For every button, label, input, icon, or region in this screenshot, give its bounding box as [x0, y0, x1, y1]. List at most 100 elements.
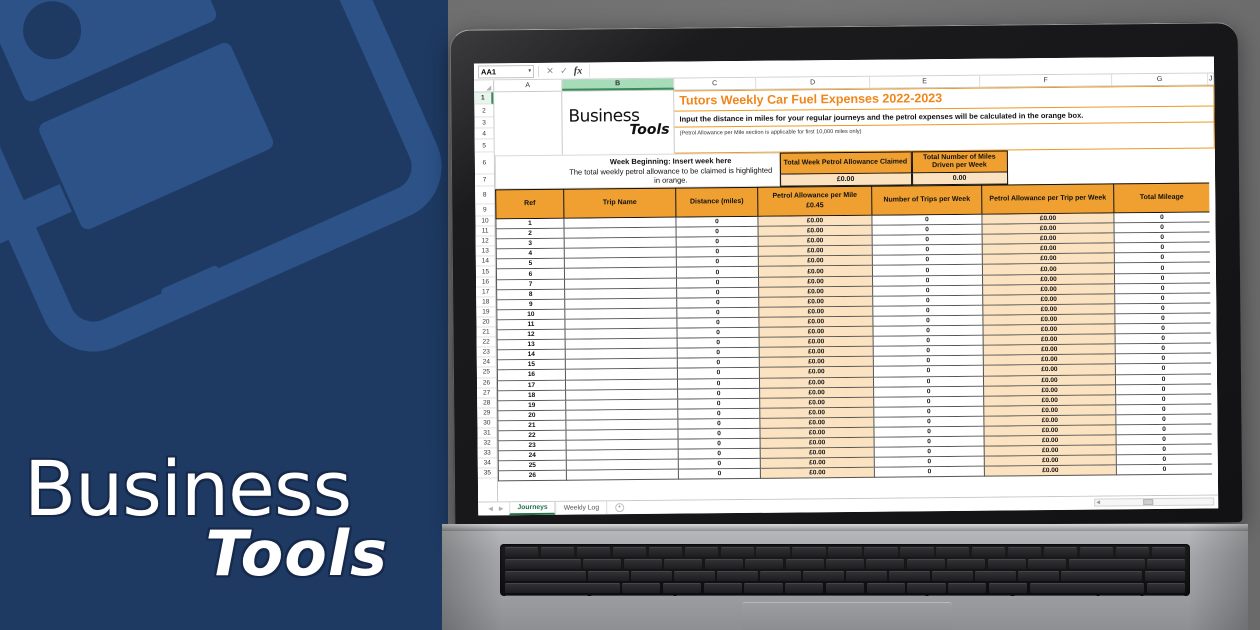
row-header-16[interactable]: 16	[475, 276, 496, 288]
row-header-35[interactable]: 35	[477, 468, 497, 479]
row-header-7[interactable]: 7	[475, 174, 495, 187]
row-header-27[interactable]: 27	[477, 387, 497, 399]
row-header-11[interactable]: 11	[475, 226, 495, 237]
cell-J-10[interactable]	[1210, 303, 1216, 313]
cancel-icon[interactable]: ✕	[546, 65, 554, 76]
cell-ref-6[interactable]: 6	[495, 269, 565, 280]
cell-J-24[interactable]	[1212, 445, 1218, 455]
row-header-19[interactable]: 19	[476, 307, 496, 318]
cell-ref-2[interactable]: 2	[495, 228, 564, 240]
row-header-10[interactable]: 10	[475, 216, 495, 227]
cell-ref-9[interactable]: 9	[496, 299, 565, 311]
row-header-28[interactable]: 28	[477, 398, 497, 409]
cell-J-6[interactable]	[1210, 263, 1216, 273]
confirm-icon[interactable]: ✓	[560, 65, 568, 76]
cell-ref-5[interactable]: 5	[495, 259, 564, 270]
row-header-32[interactable]: 32	[477, 438, 497, 449]
select-all-corner[interactable]	[474, 80, 495, 92]
row-header-6[interactable]: 6	[474, 152, 495, 175]
cell-J-7[interactable]	[1210, 273, 1216, 283]
row-header-31[interactable]: 31	[477, 428, 497, 439]
summary-total-miles-value[interactable]: 0.00	[911, 172, 1008, 186]
row-header-18[interactable]: 18	[476, 297, 496, 308]
row-header-17[interactable]: 17	[476, 287, 496, 298]
cell-J-18[interactable]	[1211, 384, 1217, 394]
cell-total-mileage-26[interactable]: 0	[1115, 464, 1212, 476]
cell-ref-13[interactable]: 13	[496, 339, 565, 351]
cell-J-17[interactable]	[1211, 374, 1217, 384]
cell-ref-17[interactable]: 17	[496, 380, 566, 391]
cell-A1-blank[interactable]	[494, 91, 563, 156]
row-header-26[interactable]: 26	[476, 377, 497, 389]
insert-function-icon[interactable]: fx	[573, 65, 583, 77]
row-header-4[interactable]: 4	[474, 128, 494, 140]
row-header-5[interactable]: 5	[474, 139, 494, 153]
cell-J-22[interactable]	[1211, 424, 1217, 434]
cell-ref-3[interactable]: 3	[495, 238, 564, 250]
cell-ref-19[interactable]: 19	[497, 400, 566, 412]
column-header-G[interactable]: G	[1112, 73, 1209, 86]
row-header-22[interactable]: 22	[476, 337, 496, 348]
column-header-D[interactable]: D	[756, 76, 871, 89]
cell-ref-1[interactable]: 1	[495, 218, 564, 230]
cell-ref-24[interactable]: 24	[497, 450, 566, 462]
cell-J-9[interactable]	[1210, 293, 1216, 303]
cell-ref-23[interactable]: 23	[497, 440, 566, 452]
cell-ref-22[interactable]: 22	[497, 430, 566, 442]
row-header-12[interactable]: 12	[475, 236, 495, 247]
row-header-15[interactable]: 15	[475, 266, 495, 278]
row-header-1[interactable]: 1	[474, 92, 494, 105]
row-header-34[interactable]: 34	[477, 458, 497, 469]
cell-J-1[interactable]	[1209, 212, 1215, 222]
cell-ref-25[interactable]: 25	[497, 460, 566, 472]
cell-J-21[interactable]	[1211, 414, 1217, 424]
row-header-20[interactable]: 20	[476, 317, 496, 328]
cell-ref-20[interactable]: 20	[497, 410, 566, 422]
scrollbar-thumb[interactable]	[1143, 499, 1154, 506]
cell-J-13[interactable]	[1211, 334, 1217, 344]
cell-J-14[interactable]	[1211, 344, 1217, 354]
cell-trips-per-week-26[interactable]: 0	[873, 467, 984, 479]
cell-A6-blank[interactable]	[494, 154, 564, 190]
cell-ref-15[interactable]: 15	[496, 360, 565, 371]
column-header-F[interactable]: F	[980, 74, 1113, 87]
cell-J-11[interactable]	[1210, 313, 1216, 323]
cell-trip-name-26[interactable]	[565, 469, 678, 482]
column-header-A[interactable]: A	[494, 79, 563, 92]
row-header-14[interactable]: 14	[475, 256, 495, 268]
column-header-C[interactable]: C	[674, 77, 757, 90]
row-header-33[interactable]: 33	[477, 448, 497, 459]
cell-J-3[interactable]	[1210, 233, 1216, 243]
cell-J-26[interactable]	[1212, 465, 1218, 475]
cell-J-8[interactable]	[1210, 283, 1216, 293]
cell-J6-blank[interactable]	[1007, 148, 1215, 184]
add-sheet-icon[interactable]: +	[615, 502, 625, 512]
column-header-E[interactable]: E	[870, 75, 981, 88]
cell-ref-11[interactable]: 11	[496, 319, 565, 331]
cell-ref-12[interactable]: 12	[496, 329, 565, 341]
cell-ref-18[interactable]: 18	[497, 390, 566, 402]
cell-allowance-per-mile-26[interactable]: £0.00	[759, 468, 874, 480]
cell-J-4[interactable]	[1210, 243, 1216, 253]
row-header-8[interactable]: 8	[475, 186, 495, 205]
cell-allowance-per-trip-26[interactable]: £0.00	[983, 465, 1116, 478]
cell-distance-26[interactable]: 0	[677, 469, 760, 481]
nav-next-icon[interactable]: ▶	[498, 505, 504, 512]
row-header-3[interactable]: 3	[474, 117, 494, 129]
cell-J-5[interactable]	[1210, 253, 1216, 263]
cell-ref-10[interactable]: 10	[496, 309, 565, 321]
cell-ref-8[interactable]: 8	[496, 289, 565, 301]
row-header-13[interactable]: 13	[475, 246, 495, 257]
cell-J-15[interactable]	[1211, 354, 1217, 364]
sheet-tab-weekly-log[interactable]: Weekly Log	[555, 500, 608, 515]
row-header-24[interactable]: 24	[476, 357, 496, 368]
cell-ref-16[interactable]: 16	[496, 370, 565, 381]
sheet-nav-arrows[interactable]: ◀ ▶	[482, 505, 509, 512]
cell-ref-26[interactable]: 26	[497, 471, 566, 482]
sheet-tab-journeys[interactable]: Journeys	[509, 501, 556, 515]
row-header-9[interactable]: 9	[475, 204, 495, 217]
column-header-B[interactable]: B	[562, 78, 675, 91]
row-header-29[interactable]: 29	[477, 408, 497, 419]
scroll-left-icon[interactable]: ◀	[1096, 499, 1101, 506]
cell-J-25[interactable]	[1212, 455, 1218, 465]
